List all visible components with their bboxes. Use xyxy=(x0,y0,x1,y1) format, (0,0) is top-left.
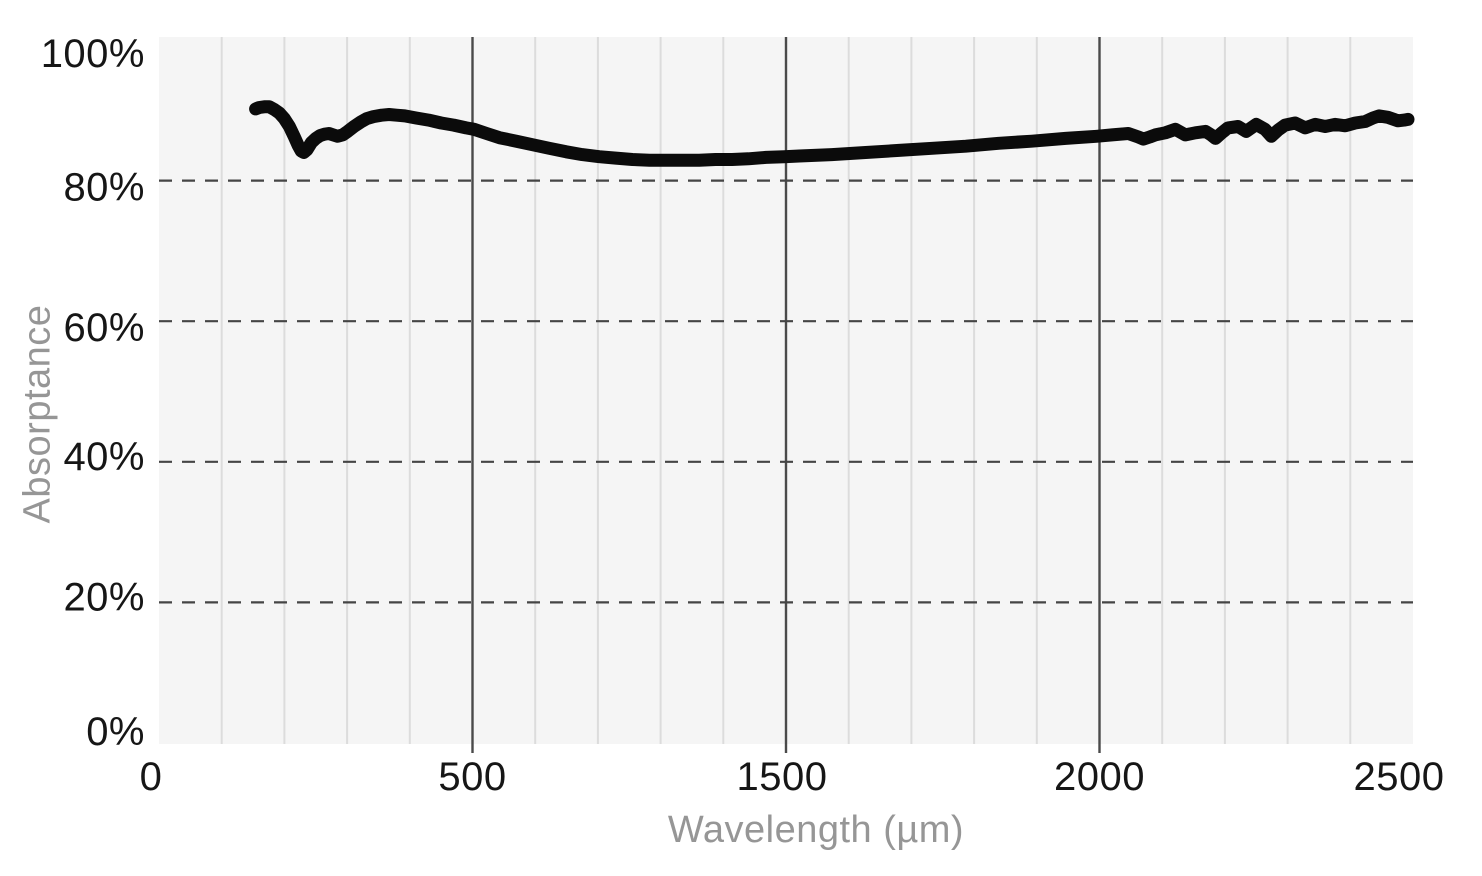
dashed-horizontal-gridlines xyxy=(159,179,1413,604)
y-tick-label-60: 60% xyxy=(63,306,145,350)
x-tick-label-1500: 1500 xyxy=(737,755,828,799)
y-axis-tick-labels: 100% 80% 60% 40% 20% 0% xyxy=(41,32,145,754)
x-tick-label-2000: 2000 xyxy=(1054,755,1145,799)
y-tick-label-100: 100% xyxy=(41,32,145,76)
x-axis-tick-marks xyxy=(471,744,1101,753)
x-axis-title: Wavelength (µm) xyxy=(668,809,964,851)
absorptance-curve xyxy=(249,100,1415,167)
x-axis-tick-labels: 0 500 1500 2000 2500 xyxy=(140,755,1445,799)
y-tick-label-80: 80% xyxy=(63,166,145,210)
x-tick-label-2500: 2500 xyxy=(1354,755,1445,799)
y-axis-title: Absorptance xyxy=(16,305,58,524)
x-tick-label-0: 0 xyxy=(140,755,163,799)
y-tick-label-20: 20% xyxy=(63,575,145,619)
y-tick-label-40: 40% xyxy=(63,435,145,479)
y-tick-label-0: 0% xyxy=(86,710,145,754)
x-tick-label-500: 500 xyxy=(438,755,506,799)
